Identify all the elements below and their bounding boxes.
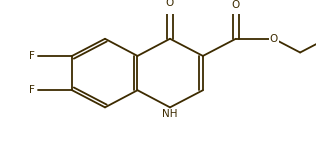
Text: O: O: [270, 34, 278, 44]
Text: F: F: [29, 51, 35, 61]
Text: O: O: [232, 0, 240, 10]
Text: O: O: [166, 0, 174, 8]
Text: F: F: [29, 85, 35, 95]
Text: NH: NH: [162, 109, 178, 119]
